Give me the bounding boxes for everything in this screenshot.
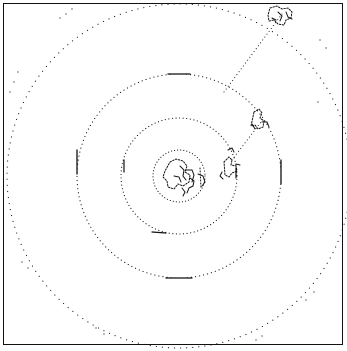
ring-3 xyxy=(76,73,282,279)
rays xyxy=(223,13,283,161)
outer-frame xyxy=(3,3,343,345)
mid-right-cluster xyxy=(250,108,270,130)
ring-3-dashes xyxy=(76,73,282,279)
stray-dots xyxy=(9,8,327,341)
ring-outer xyxy=(6,3,347,349)
ring-2-dashes xyxy=(123,159,237,234)
ray-lower xyxy=(231,117,265,161)
ray-upper xyxy=(223,13,283,93)
dash-bottom-inner xyxy=(151,231,167,234)
top-right-cluster xyxy=(267,5,293,26)
centre-cluster xyxy=(162,158,206,197)
ring-inner xyxy=(152,149,206,203)
right-cluster xyxy=(219,147,241,180)
ring-2 xyxy=(120,117,238,235)
